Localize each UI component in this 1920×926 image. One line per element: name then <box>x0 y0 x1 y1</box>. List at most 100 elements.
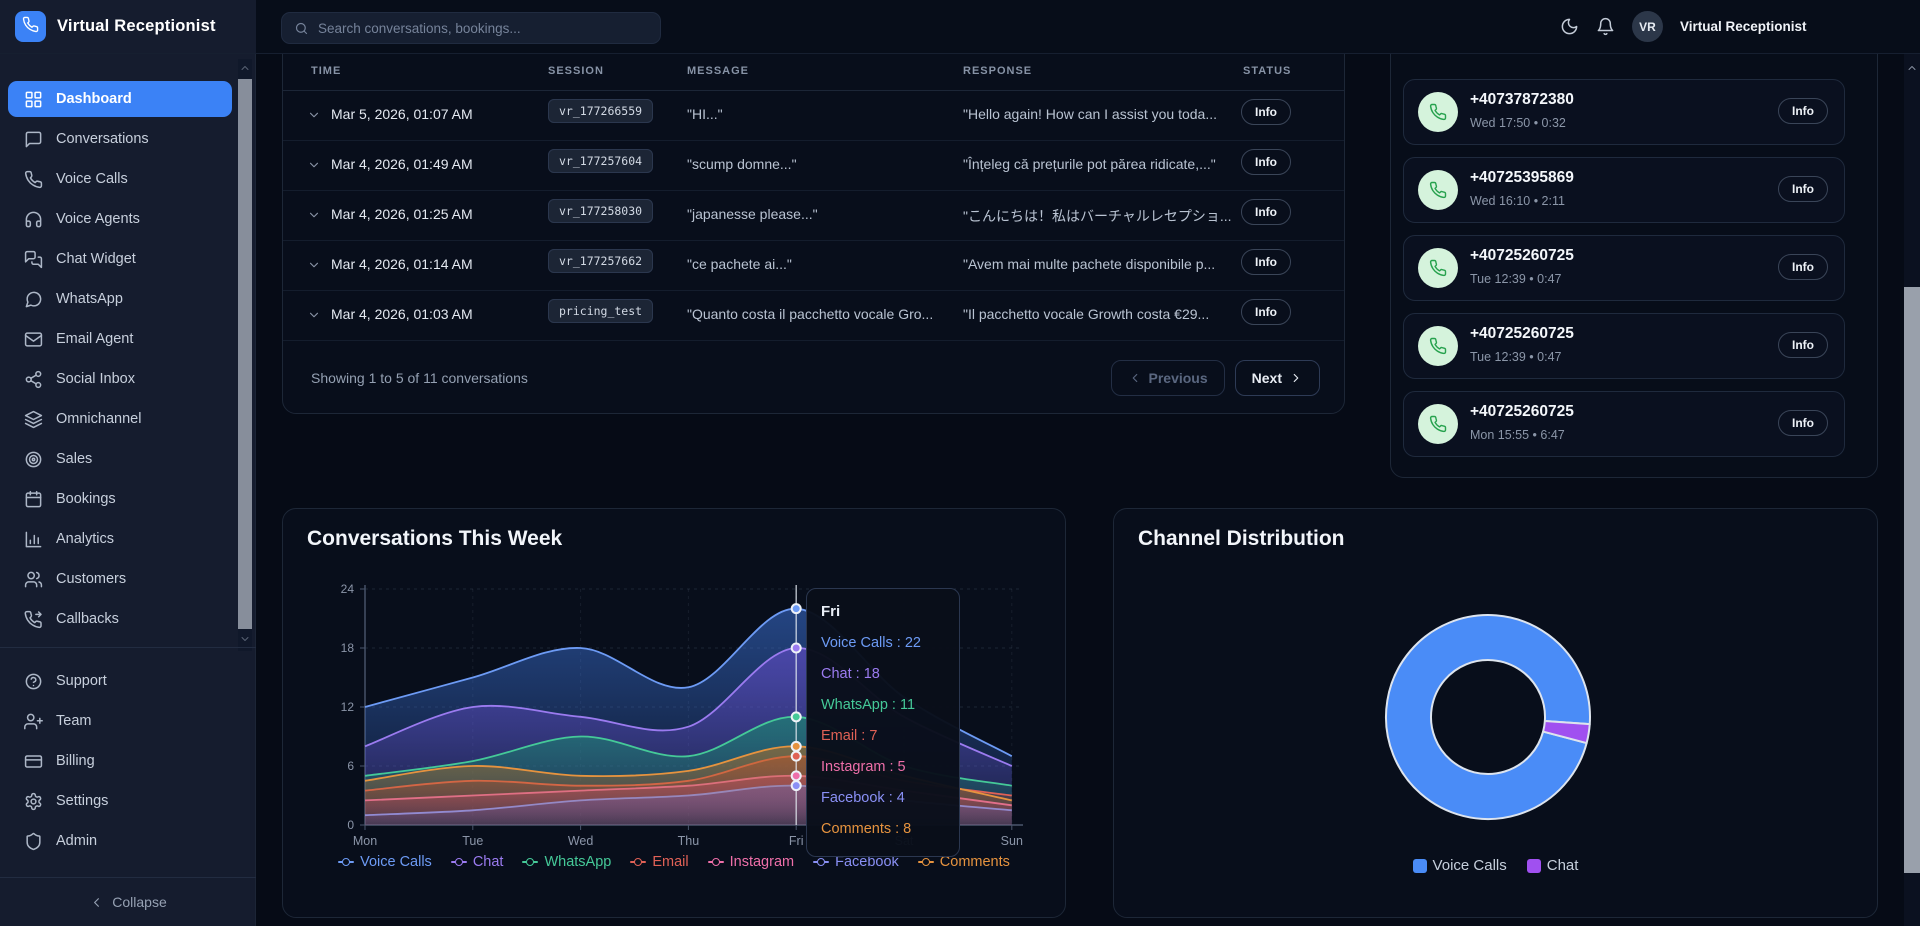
svg-text:24: 24 <box>341 582 355 596</box>
legend-item-voice-calls[interactable]: Voice Calls <box>1412 857 1507 874</box>
help-circle-icon <box>24 672 43 691</box>
sidebar-item-voice-agents[interactable]: Voice Agents <box>8 201 232 237</box>
settings-icon <box>24 792 43 811</box>
sidebar-item-dashboard[interactable]: Dashboard <box>8 81 232 117</box>
call-number: +40725260725 <box>1470 325 1574 342</box>
svg-text:Fri: Fri <box>789 834 804 848</box>
row-expand-chevron-icon[interactable] <box>307 208 321 222</box>
sidebar-scrollbar-thumb[interactable] <box>238 79 252 629</box>
call-list-item[interactable]: +40725395869 Wed 16:10 • 2:11 Info <box>1403 157 1845 223</box>
legend-item-facebook[interactable]: Facebook <box>813 854 899 870</box>
sidebar-item-email-agent[interactable]: Email Agent <box>8 321 232 357</box>
chevron-left-icon <box>89 895 104 910</box>
column-header-message: MESSAGE <box>687 65 750 77</box>
sidebar-item-admin[interactable]: Admin <box>8 823 232 859</box>
target-icon <box>24 450 43 469</box>
sidebar-item-label: Sales <box>56 451 93 467</box>
info-button[interactable]: Info <box>1778 332 1828 358</box>
legend-marker-icon <box>707 858 724 866</box>
donut-segment-voice-calls[interactable] <box>1384 614 1591 821</box>
avatar[interactable]: VR <box>1632 11 1663 42</box>
row-expand-chevron-icon[interactable] <box>307 108 321 122</box>
legend-item-whatsapp[interactable]: WhatsApp <box>522 854 611 870</box>
info-button[interactable]: Info <box>1778 176 1828 202</box>
sidebar-scroll-down-icon[interactable] <box>239 633 251 645</box>
call-meta: Wed 17:50 • 0:32 <box>1470 116 1566 130</box>
info-button[interactable]: Info <box>1241 99 1291 125</box>
info-button[interactable]: Info <box>1241 149 1291 175</box>
sidebar-item-omnichannel[interactable]: Omnichannel <box>8 401 232 437</box>
previous-page-button[interactable]: Previous <box>1110 359 1225 396</box>
info-button[interactable]: Info <box>1778 410 1828 436</box>
session-badge: vr_177258030 <box>548 199 654 223</box>
notifications-bell-icon[interactable] <box>1596 17 1615 36</box>
sidebar-item-team[interactable]: Team <box>8 703 232 739</box>
legend-item-comments[interactable]: Comments <box>917 854 1010 870</box>
sidebar-item-bookings[interactable]: Bookings <box>8 481 232 517</box>
call-list-item[interactable]: +40725260725 Tue 12:39 • 0:47 Info <box>1403 313 1845 379</box>
legend-marker-icon <box>522 858 539 866</box>
legend-item-voice-calls[interactable]: Voice Calls <box>338 854 432 870</box>
tooltip-series-value: Facebook : 4 <box>821 790 905 806</box>
call-list-item[interactable]: +40737872380 Wed 17:50 • 0:32 Info <box>1403 79 1845 145</box>
sidebar-item-settings[interactable]: Settings <box>8 783 232 819</box>
info-button[interactable]: Info <box>1241 199 1291 225</box>
sidebar-item-whatsapp[interactable]: WhatsApp <box>8 281 232 317</box>
table-row[interactable]: Mar 4, 2026, 01:49 AM vr_177257604 "scump … <box>283 140 1344 191</box>
sidebar-item-sales[interactable]: Sales <box>8 441 232 477</box>
mail-icon <box>24 330 43 349</box>
session-badge: vr_177266559 <box>548 99 654 123</box>
collapse-label: Collapse <box>112 894 167 910</box>
info-button[interactable]: Info <box>1778 254 1828 280</box>
legend-label: Voice Calls <box>1432 857 1507 874</box>
sidebar-item-chat-widget[interactable]: Chat Widget <box>8 241 232 277</box>
page-scrollbar-thumb[interactable] <box>1904 287 1920 873</box>
sidebar-item-conversations[interactable]: Conversations <box>8 121 232 157</box>
sidebar-item-label: Chat Widget <box>56 251 136 267</box>
credit-card-icon <box>24 752 43 771</box>
headphones-icon <box>24 210 43 229</box>
legend-item-email[interactable]: Email <box>630 854 689 870</box>
sidebar-item-social-inbox[interactable]: Social Inbox <box>8 361 232 397</box>
phone-call-icon <box>1418 404 1458 444</box>
dark-mode-toggle-icon[interactable] <box>1560 17 1579 36</box>
call-number: +40725260725 <box>1470 403 1574 420</box>
cell-time: Mar 4, 2026, 01:25 AM <box>331 206 473 222</box>
sidebar-scroll-up-icon[interactable] <box>239 62 251 74</box>
sidebar-item-label: Dashboard <box>56 91 132 107</box>
sidebar-item-support[interactable]: Support <box>8 663 232 699</box>
call-list-item[interactable]: +40725260725 Tue 12:39 • 0:47 Info <box>1403 235 1845 301</box>
donut-segment-chat[interactable] <box>1542 719 1591 745</box>
call-number: +40725395869 <box>1470 169 1574 186</box>
info-button[interactable]: Info <box>1778 98 1828 124</box>
row-expand-chevron-icon[interactable] <box>307 258 321 272</box>
info-button[interactable]: Info <box>1241 299 1291 325</box>
sidebar-item-analytics[interactable]: Analytics <box>8 521 232 557</box>
legend-item-instagram[interactable]: Instagram <box>707 854 794 870</box>
svg-text:12: 12 <box>341 700 355 714</box>
page-scroll-up-icon[interactable] <box>1906 62 1918 74</box>
tooltip-day-label: Fri <box>821 603 841 620</box>
table-row[interactable]: Mar 4, 2026, 01:14 AM vr_177257662 "ce pac… <box>283 240 1344 291</box>
search-input[interactable]: Search conversations, bookings... <box>281 12 661 44</box>
collapse-sidebar-button[interactable]: Collapse <box>0 888 256 916</box>
legend-item-chat[interactable]: Chat <box>1526 857 1578 874</box>
info-button[interactable]: Info <box>1241 249 1291 275</box>
row-expand-chevron-icon[interactable] <box>307 308 321 322</box>
next-page-button[interactable]: Next <box>1234 359 1320 396</box>
sidebar-item-label: Bookings <box>56 491 116 507</box>
table-row[interactable]: Mar 4, 2026, 01:25 AM vr_177258030 "japane… <box>283 190 1344 241</box>
cell-response: "こんにちは！私はバーチャルレセプショ... <box>963 208 1232 224</box>
table-row[interactable]: Mar 4, 2026, 01:03 AM pricing_test "Quanto… <box>283 290 1344 341</box>
sidebar-item-voice-calls[interactable]: Voice Calls <box>8 161 232 197</box>
row-expand-chevron-icon[interactable] <box>307 158 321 172</box>
sidebar-item-customers[interactable]: Customers <box>8 561 232 597</box>
sidebar-item-billing[interactable]: Billing <box>8 743 232 779</box>
tooltip-series-value: WhatsApp : 11 <box>821 697 916 713</box>
tooltip-series-value: Instagram : 5 <box>821 759 906 775</box>
call-list-item[interactable]: +40725260725 Mon 15:55 • 6:47 Info <box>1403 391 1845 457</box>
table-row[interactable]: Mar 5, 2026, 01:07 AM vr_177266559 "HI..."… <box>283 90 1344 141</box>
sidebar-item-callbacks[interactable]: Callbacks <box>8 601 232 637</box>
legend-item-chat[interactable]: Chat <box>450 854 503 870</box>
sidebar-item-label: Support <box>56 673 107 689</box>
